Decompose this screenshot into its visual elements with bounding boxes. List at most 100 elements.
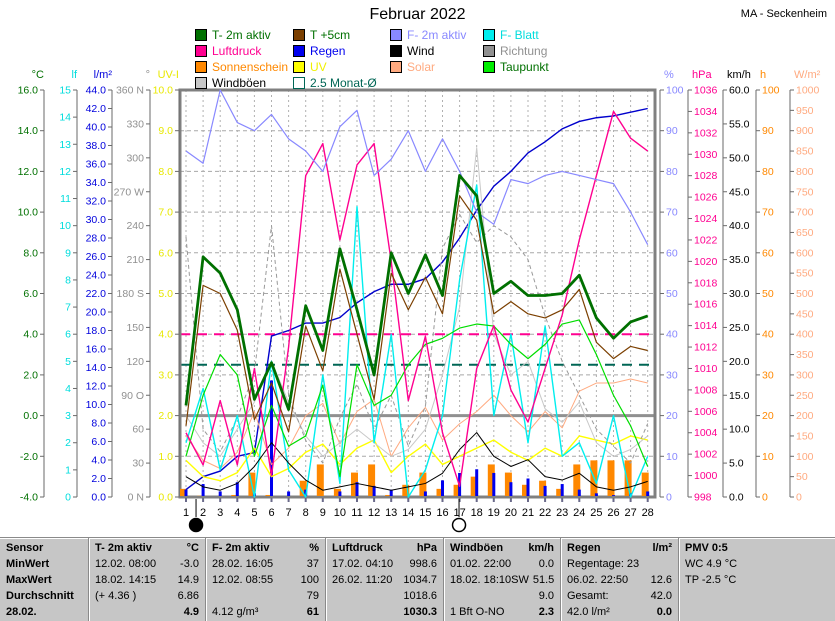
- table-row: WC 4.9 °C: [685, 556, 829, 572]
- svg-text:4.0: 4.0: [91, 455, 106, 467]
- svg-text:10: 10: [666, 451, 678, 463]
- table-row: 4.9: [95, 604, 199, 620]
- svg-text:20: 20: [666, 410, 678, 422]
- svg-text:950: 950: [796, 105, 814, 117]
- legend-label: 2.5 Monat-Ø: [310, 76, 377, 90]
- cell-label: 12.02. 08:00: [95, 556, 156, 572]
- svg-text:55.0: 55.0: [729, 118, 750, 130]
- svg-text:40: 40: [666, 329, 678, 341]
- day-label: 24: [573, 507, 585, 519]
- day-label: 7: [286, 507, 292, 519]
- cell-value: 51.5: [533, 572, 554, 588]
- svg-text:10: 10: [762, 451, 774, 463]
- day-label: 11: [351, 507, 362, 519]
- day-label: 19: [488, 507, 500, 519]
- svg-text:1030: 1030: [694, 149, 718, 161]
- svg-text:250: 250: [796, 390, 814, 402]
- svg-text:90 O: 90 O: [121, 390, 144, 402]
- axis-W/m²: 0501001502002503003504004505005506006507…: [790, 69, 821, 504]
- svg-text:150: 150: [126, 322, 144, 334]
- cell-label: Sensor: [6, 540, 43, 556]
- svg-text:32.0: 32.0: [86, 196, 107, 208]
- svg-text:25.0: 25.0: [729, 322, 750, 334]
- table-row: Gesamt:42.0: [567, 588, 672, 604]
- svg-text:0.0: 0.0: [23, 410, 38, 422]
- axis-km/h: 0.05.010.015.020.025.030.035.040.045.050…: [723, 69, 751, 504]
- axis-UV-I: 0.01.02.03.04.05.06.07.08.09.010.0UV-I: [153, 69, 179, 504]
- svg-text:650: 650: [796, 227, 814, 239]
- svg-text:26.0: 26.0: [86, 251, 107, 263]
- svg-text:1016: 1016: [694, 299, 718, 311]
- svg-text:2.0: 2.0: [23, 369, 38, 381]
- svg-text:500: 500: [796, 288, 814, 300]
- svg-text:270 W: 270 W: [114, 186, 144, 198]
- svg-text:50: 50: [762, 288, 774, 300]
- table-row: T- 2m aktiv°C: [95, 540, 199, 556]
- day-label: 9: [320, 507, 326, 519]
- cell-value: 998.6: [409, 556, 437, 572]
- day-label: 25: [590, 507, 602, 519]
- cell-label: WC 4.9 °C: [685, 556, 737, 572]
- svg-text:8.0: 8.0: [23, 247, 38, 259]
- svg-text:38.0: 38.0: [86, 140, 107, 152]
- svg-text:11: 11: [60, 193, 71, 205]
- svg-text:70: 70: [666, 207, 678, 219]
- svg-text:16.0: 16.0: [86, 344, 107, 356]
- table-row: 9.0: [450, 588, 554, 604]
- table-row: 17.02. 04:10 998.6: [332, 556, 437, 572]
- day-label: 23: [556, 507, 568, 519]
- cell-label: Windböen: [450, 540, 503, 556]
- svg-text:30.0: 30.0: [729, 288, 750, 300]
- svg-text:0: 0: [666, 492, 672, 504]
- cell-label: Regentage: 23: [567, 556, 639, 572]
- table-row: PMV 0:5: [685, 540, 829, 556]
- legend-label: Regen: [310, 44, 345, 58]
- series-f-2m-aktiv: [186, 90, 648, 245]
- legend-swatch: [483, 61, 495, 73]
- svg-text:100: 100: [796, 451, 814, 463]
- cell-label: F- 2m aktiv: [212, 540, 269, 556]
- legend-swatch: [195, 45, 207, 57]
- legend-label: UV: [310, 60, 327, 74]
- legend-swatch: [293, 61, 305, 73]
- svg-text:4: 4: [65, 383, 71, 395]
- cell-label: 17.02. 04:10: [332, 556, 393, 572]
- cell-value: 0.0: [539, 556, 554, 572]
- svg-text:4.0: 4.0: [23, 329, 38, 341]
- svg-text:36.0: 36.0: [86, 159, 107, 171]
- svg-text:1.0: 1.0: [158, 451, 173, 463]
- cell-label: MinWert: [6, 556, 49, 572]
- svg-text:900: 900: [796, 125, 814, 137]
- svg-text:600: 600: [796, 247, 814, 259]
- legend-item-sonnenschein: Sonnenschein: [195, 60, 288, 73]
- day-label: 13: [385, 507, 397, 519]
- svg-text:1002: 1002: [694, 449, 718, 461]
- svg-text:14.0: 14.0: [86, 362, 107, 374]
- cell-value: hPa: [417, 540, 437, 556]
- cell-value: -3.0: [180, 556, 199, 572]
- svg-text:35.0: 35.0: [729, 254, 750, 266]
- table-row: MaxWert: [6, 572, 82, 588]
- day-label: 5: [251, 507, 257, 519]
- legend-item-f-blatt: F- Blatt: [483, 28, 539, 41]
- legend-swatch: [390, 61, 402, 73]
- legend-label: T +5cm: [310, 28, 350, 42]
- svg-text:0.0: 0.0: [158, 492, 173, 504]
- svg-text:8.0: 8.0: [91, 418, 106, 430]
- svg-text:5: 5: [65, 356, 71, 368]
- svg-text:60: 60: [132, 424, 144, 436]
- svg-text:240: 240: [126, 220, 144, 232]
- cell-value: 2.3: [539, 604, 554, 620]
- day-label: 16: [436, 507, 448, 519]
- svg-text:3.0: 3.0: [158, 369, 173, 381]
- legend-swatch: [293, 45, 305, 57]
- table-row: 12.02. 08:00 -3.0: [95, 556, 199, 572]
- svg-text:50.0: 50.0: [729, 152, 750, 164]
